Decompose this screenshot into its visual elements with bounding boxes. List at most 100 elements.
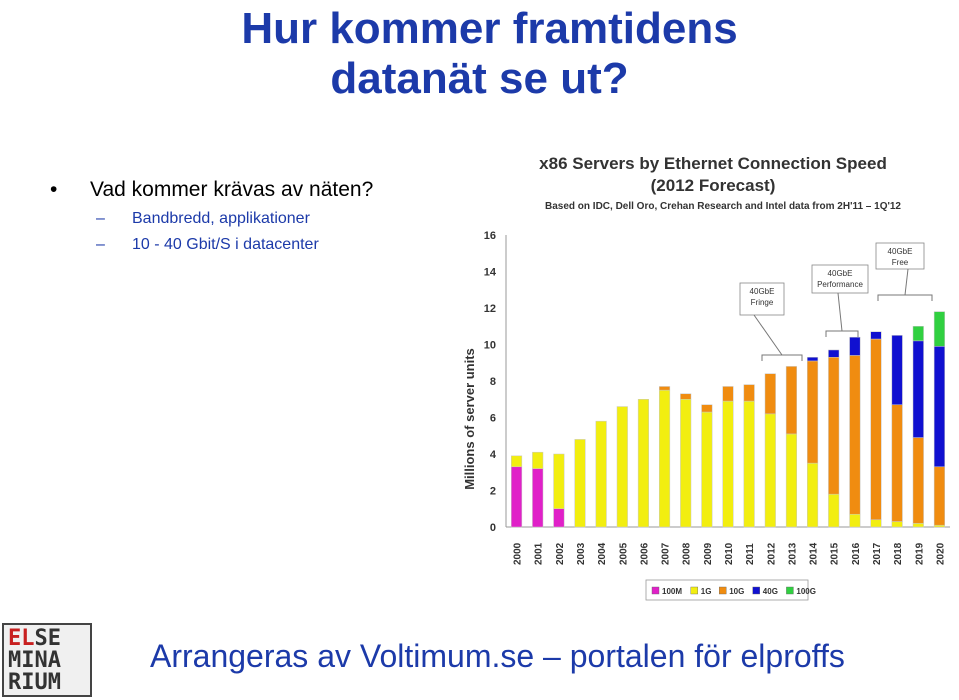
bar-segment-1g	[933, 524, 945, 528]
bullet-text: Vad kommer krävas av näten?	[90, 178, 374, 201]
bracket	[825, 330, 859, 337]
bar-segment-10g	[933, 466, 945, 526]
legend-swatch	[719, 586, 727, 595]
bar-segment-1g	[785, 433, 797, 528]
title-line-2: datanät se ut?	[330, 54, 629, 103]
y-tick-label: 0	[490, 522, 496, 534]
bar-segment-1g	[659, 389, 671, 528]
y-tick-label: 8	[490, 376, 496, 388]
bar-segment-40g	[807, 357, 819, 362]
y-tick-label: 10	[484, 340, 496, 352]
bar-segment-1g	[595, 420, 607, 528]
x-tick-label: 2010	[724, 542, 735, 565]
x-tick-label: 2003	[576, 542, 587, 565]
bracket-leader	[753, 314, 783, 356]
bar-segment-10g	[785, 366, 797, 435]
bar-segment-40g	[912, 340, 924, 438]
x-tick-label: 2006	[639, 542, 650, 565]
x-tick-label: 2019	[914, 542, 925, 565]
sub-bullet-text-2: 10 - 40 Gbit/S i datacenter	[132, 236, 319, 253]
legend-label: 100G	[796, 587, 816, 596]
bar-segment-1g	[743, 400, 755, 528]
bar-segment-10g	[828, 357, 840, 495]
legend: 100M 1G 10G 40G 100G	[645, 579, 816, 601]
x-tick-label: 2016	[851, 542, 862, 565]
x-tick-label: 2013	[787, 542, 798, 565]
bar-segment-100g	[912, 326, 924, 342]
bar-segment-10g	[722, 386, 734, 402]
x-tick-label: 2018	[893, 542, 904, 565]
y-tick-label: 16	[484, 230, 496, 242]
x-tick-label: 2012	[766, 542, 777, 565]
dash-icon: –	[96, 236, 105, 253]
chart-source: Based on IDC, Dell Oro, Crehan Research …	[545, 201, 901, 212]
bar-segment-10g	[743, 384, 755, 402]
bar-segment-10g	[807, 360, 819, 464]
x-tick-label: 2007	[661, 542, 672, 565]
bar-segment-1g	[870, 519, 882, 528]
annotation-label: 40GbE	[828, 269, 853, 278]
legend-swatch	[786, 586, 794, 595]
bar-segment-1g	[616, 406, 628, 528]
bar-segment-1g	[637, 399, 649, 528]
annotation-box	[875, 242, 925, 270]
bar-segment-10g	[849, 355, 861, 515]
bar-segment-1g	[807, 462, 819, 528]
x-tick-label: 2000	[513, 542, 524, 565]
bullet-dot-icon: •	[50, 178, 58, 201]
legend-swatch	[752, 586, 760, 595]
legend-label: 40G	[763, 587, 778, 596]
x-tick-label: 2014	[809, 542, 820, 565]
bar-segment-1g	[574, 439, 586, 528]
bar-segment-40g	[933, 346, 945, 468]
x-tick-label: 2009	[703, 542, 714, 565]
y-tick-label: 2	[490, 486, 496, 498]
bar-segment-1g	[828, 493, 840, 528]
chart-subtitle: (2012 Forecast)	[651, 176, 776, 195]
sub-bullet-text-1: Bandbredd, applikationer	[132, 210, 310, 227]
annotation-label: Fringe	[751, 298, 774, 307]
legend-label: 100M	[662, 587, 682, 596]
x-tick-label: 2004	[597, 542, 608, 565]
x-tick-label: 2002	[555, 542, 566, 565]
annotation-label: Performance	[817, 280, 863, 289]
x-tick-label: 2008	[682, 542, 693, 565]
bar-segment-10g	[680, 393, 692, 400]
sub-bullet-1: – Bandbredd, applikationer	[50, 210, 373, 228]
slide-title: Hur kommer framtidens datanät se ut?	[0, 4, 959, 104]
bar-segment-10g	[659, 386, 671, 391]
annotations: 40GbE Fringe 40GbE Performance 40GbE Free	[739, 242, 933, 361]
bracket-leader	[904, 268, 909, 296]
bar-segment-10g	[701, 404, 713, 413]
y-tick-label: 14	[484, 267, 497, 279]
legend-box	[645, 579, 809, 601]
bar-segment-1g	[553, 453, 565, 509]
bar-segment-10g	[912, 437, 924, 524]
legend-label: 1G	[701, 587, 712, 596]
bracket-leader	[837, 292, 843, 332]
annotation-label: 40GbE	[888, 247, 913, 256]
stacked-bar-chart: x86 Servers by Ethernet Connection Speed…	[462, 154, 950, 601]
bar-segment-40g	[849, 336, 861, 356]
bar-segment-100m	[532, 468, 544, 528]
x-tick-label: 2005	[618, 542, 629, 565]
bars: 2000 2001 2002 2003 2004 2005 2006 2007 2008 2009…	[511, 311, 946, 565]
bar-segment-10g	[870, 338, 882, 520]
bar-segment-1g	[511, 455, 523, 468]
bar-segment-100m	[511, 466, 523, 528]
annotation-label: Free	[892, 258, 909, 267]
bar-segment-1g	[722, 400, 734, 528]
x-tick-label: 2020	[935, 542, 946, 565]
bar-segment-1g	[764, 413, 776, 528]
bar-segment-100m	[553, 508, 565, 528]
bar-segment-1g	[891, 521, 903, 528]
legend-swatch	[690, 586, 699, 595]
y-tick-label: 6	[490, 413, 496, 425]
y-tick-label: 4	[490, 449, 497, 461]
bar-segment-40g	[828, 349, 840, 358]
footer-text: Arrangeras av Voltimum.se – portalen för…	[150, 638, 845, 674]
legend-swatch	[651, 586, 660, 595]
bar-segment-1g	[912, 523, 924, 528]
elseminarium-logo: ELSE MINA RIUM	[2, 623, 92, 697]
x-tick-label: 2015	[830, 542, 841, 565]
